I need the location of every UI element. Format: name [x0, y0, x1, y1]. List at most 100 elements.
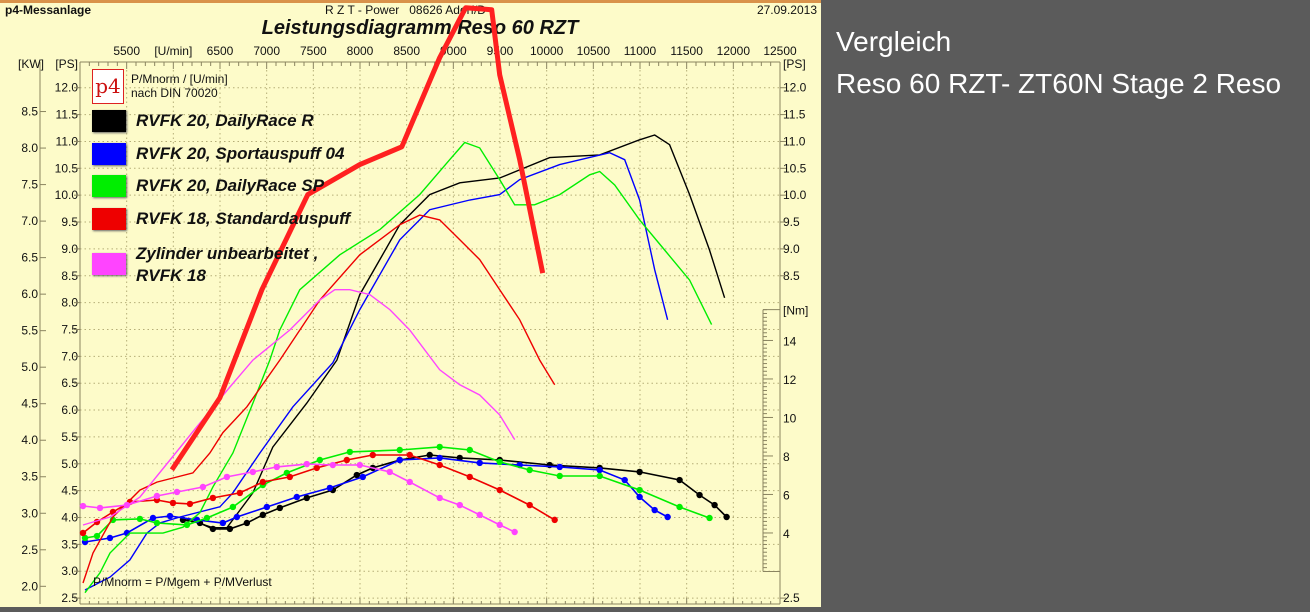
torque-point-0	[723, 513, 730, 521]
torque-point-4	[153, 492, 161, 500]
ps-left-tick-label: 11.0	[56, 134, 79, 148]
torque-point-1	[636, 493, 643, 501]
ps-left-tick-label: 9.0	[61, 242, 78, 256]
app-name: p4-Messanlage	[5, 3, 92, 17]
torque-point-0	[711, 501, 718, 509]
torque-point-0	[276, 504, 284, 512]
torque-point-3	[169, 499, 177, 507]
annotation-line	[169, 5, 546, 472]
side-subtitle: Reso 60 RZT- ZT60N Stage 2 Reso	[836, 68, 1282, 99]
torque-point-3	[286, 473, 294, 481]
x-tick-label: 8500	[393, 44, 420, 58]
kw-tick-label: 6.0	[21, 287, 38, 301]
ps-left-axis-label: [PS]	[55, 57, 78, 71]
x-tick-label: 11000	[624, 44, 657, 58]
ps-right-tick-label: 9.5	[783, 215, 800, 229]
torque-point-0	[259, 511, 267, 519]
x-tick-label: 6500	[207, 44, 234, 58]
torque-point-2	[526, 466, 533, 474]
torque-point-4	[249, 468, 257, 476]
torque-point-4	[356, 461, 364, 469]
kw-tick-label: 4.0	[21, 433, 38, 447]
x-tick-label: 12500	[763, 44, 797, 58]
torque-point-3	[186, 500, 194, 508]
torque-point-1	[326, 484, 334, 492]
x-tick-label: 9500	[487, 44, 514, 58]
x-tick-label: 10500	[577, 44, 611, 58]
legend-label: RVFK 18, Standardauspuff	[136, 209, 351, 228]
x-tick-label: 8000	[347, 44, 374, 58]
torque-point-2	[136, 515, 144, 523]
kw-tick-label: 7.5	[21, 178, 38, 192]
x-tick-label: 5500	[113, 44, 140, 58]
header-date: 27.09.2013	[756, 3, 817, 17]
torque-point-3	[551, 516, 558, 524]
power-curve-2	[84, 141, 713, 594]
ps-left-tick-label: 3.0	[61, 564, 78, 578]
ps-left-tick-label: 4.5	[61, 484, 78, 498]
torque-point-0	[303, 494, 310, 502]
torque-point-4	[123, 501, 131, 509]
kw-tick-label: 3.5	[21, 470, 38, 484]
ps-left-tick-label: 7.5	[61, 322, 78, 336]
ps-left-tick-label: 10.5	[55, 161, 79, 175]
torque-point-3	[496, 486, 503, 494]
torque-point-3	[313, 464, 320, 472]
x-tick-label: 7500	[300, 44, 327, 58]
kw-tick-label: 8.5	[21, 105, 38, 119]
torque-point-2	[183, 521, 191, 529]
torque-point-4	[173, 488, 181, 496]
torque-point-1	[233, 513, 241, 521]
ps-right-tick-label: 8.5	[783, 269, 800, 283]
torque-point-1	[476, 459, 483, 467]
torque-curve-2	[84, 446, 710, 539]
torque-point-1	[596, 466, 603, 474]
torque-point-1	[293, 493, 301, 501]
torque-point-4	[511, 528, 518, 536]
torque-point-4	[406, 478, 413, 486]
torque-point-3	[369, 451, 376, 459]
kw-tick-label: 2.5	[21, 543, 38, 557]
torque-point-2	[153, 519, 161, 527]
torque-point-0	[426, 451, 433, 459]
torque-point-4	[273, 463, 281, 471]
power-curve-1	[84, 151, 669, 591]
torque-point-1	[556, 463, 563, 471]
chart-svg: 5500 6500 7000 7500 8000 8500 9000 9500 10000 105…	[18, 5, 808, 605]
torque-point-2	[466, 446, 473, 454]
torque-point-3	[436, 461, 443, 469]
nm-tick-label: 4	[783, 527, 790, 541]
ps-left-tick-label: 8.5	[61, 269, 78, 283]
torque-point-4	[199, 483, 207, 491]
legend-label: RVFK 20, Sportauspuff 04	[136, 144, 345, 163]
ps-right-tick-label: 10.0	[783, 188, 807, 202]
torque-point-2	[436, 443, 443, 451]
legend-swatch	[92, 253, 126, 275]
x-tick-label: 7000	[253, 44, 280, 58]
ps-right-tick-label: 11.0	[783, 134, 806, 148]
torque-point-3	[466, 473, 473, 481]
torque-point-2	[636, 486, 643, 494]
torque-point-2	[316, 456, 324, 464]
torque-point-2	[596, 472, 603, 480]
torque-point-2	[396, 446, 403, 454]
ps-left-tick-label: 8.0	[61, 296, 78, 310]
top-strip	[0, 0, 821, 3]
x-tick-label: 11500	[670, 44, 703, 58]
kw-tick-label: 7.0	[21, 214, 38, 228]
torque-point-4	[223, 473, 231, 481]
nm-axis-label: [Nm]	[783, 304, 808, 318]
torque-point-2	[496, 458, 503, 466]
torque-point-3	[209, 494, 217, 502]
ps-left-tick-label: 5.0	[61, 457, 78, 471]
kw-tick-label: 6.5	[21, 251, 38, 265]
torque-point-1	[651, 506, 658, 514]
torque-point-2	[706, 514, 713, 522]
torque-point-1	[149, 514, 157, 522]
ps-left-tick-label: 11.5	[56, 108, 79, 122]
legend-swatch	[92, 175, 126, 197]
torque-point-1	[436, 454, 443, 462]
x-tick-label: 10000	[530, 44, 564, 58]
torque-point-2	[556, 472, 563, 480]
torque-point-1	[166, 512, 174, 520]
